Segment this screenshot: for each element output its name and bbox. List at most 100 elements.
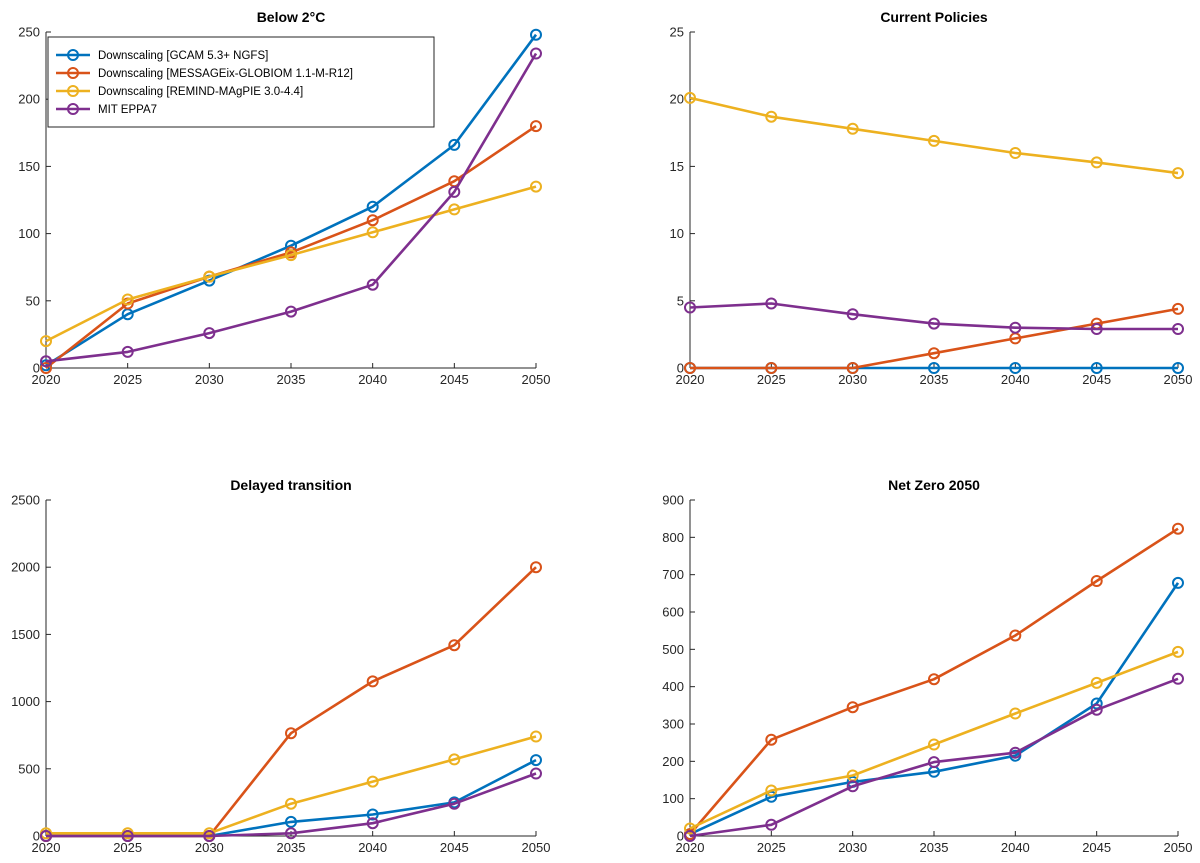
x-tick-label: 2025 [757,840,786,855]
x-tick-label: 2030 [838,372,867,387]
panel-title: Net Zero 2050 [888,477,980,493]
series-line-gcam [45,33,538,367]
data-point-remind [40,335,52,348]
data-point-remind [684,822,696,835]
x-tick-label: 2050 [522,372,551,387]
data-point-gcam [1090,362,1103,374]
x-tick-label: 2040 [1001,372,1030,387]
x-tick-label: 2025 [757,372,786,387]
y-tick-label: 500 [18,761,40,776]
series-line-eppa [689,302,1178,331]
data-point-message [1090,575,1103,587]
y-tick-label: 250 [18,25,40,40]
data-point-eppa [1009,321,1022,334]
data-point-gcam [285,815,297,828]
data-point-eppa [203,830,216,842]
series-line-eppa [46,772,537,838]
data-point-eppa [285,827,297,840]
data-point-remind [1090,156,1103,169]
data-point-message [40,362,52,374]
data-point-gcam [366,200,379,213]
series-line-remind [45,185,537,343]
data-point-message [366,675,379,688]
data-point-remind [765,110,778,123]
data-point-remind [448,203,461,216]
y-tick-label: 400 [662,679,684,694]
data-point-eppa [285,305,297,318]
y-tick-label: 0 [677,361,684,376]
data-point-eppa [928,756,940,769]
series-line-message [689,527,1179,835]
legend-swatch-marker [67,49,79,61]
series-line-remind [689,96,1179,175]
legend: Downscaling [GCAM 5.3+ NGFS] Downscaling … [47,36,435,128]
y-tick-label: 25 [670,25,684,40]
y-tick-label: 2500 [11,493,40,508]
y-tick-label: 0 [33,361,40,376]
data-point-eppa [203,327,216,340]
data-point-eppa [448,185,461,198]
legend-label: Downscaling [REMIND-MAgPIE 3.0-4.4] [98,86,303,98]
data-point-remind [1172,167,1184,180]
data-point-remind [1009,707,1022,720]
x-tick-label: 2040 [1001,840,1030,855]
x-tick-label: 2020 [676,840,705,855]
data-point-remind [684,91,696,104]
y-tick-label: 900 [662,493,684,508]
y-tick-label: 10 [670,226,684,241]
data-point-eppa [765,818,778,831]
y-tick-label: 500 [662,642,684,657]
data-point-gcam [530,28,542,41]
y-tick-label: 1500 [11,627,40,642]
x-tick-label: 2045 [440,840,469,855]
data-point-remind [1009,147,1022,159]
data-point-gcam [928,362,940,374]
x-tick-label: 2025 [113,840,142,855]
x-tick-label: 2050 [1164,372,1193,387]
panel-delayed-transition: Delayed transition 0 500 1000 1500 2000 2500 20… [11,477,550,855]
data-point-eppa [846,308,859,321]
data-point-eppa [765,297,778,310]
data-point-message [366,214,379,227]
data-point-message [846,701,859,714]
data-point-eppa [684,301,696,314]
data-point-message [928,673,940,686]
panel-title: Delayed transition [230,477,351,493]
data-point-eppa [366,817,379,830]
series-line-remind [46,735,537,835]
y-tick-label: 5 [677,293,684,308]
data-point-gcam [1009,362,1022,374]
data-point-remind [285,797,297,810]
y-tick-label: 600 [662,605,684,620]
data-point-message [530,120,542,133]
data-point-eppa [530,767,542,780]
series-line-eppa [689,677,1179,838]
data-point-remind [928,738,940,751]
data-point-message [765,733,778,746]
y-tick-label: 1000 [11,694,40,709]
data-point-gcam [1172,362,1184,374]
data-point-message [928,347,940,360]
data-point-remind [285,249,297,262]
legend-swatch-marker [67,85,79,97]
y-tick-label: 50 [26,293,40,308]
legend-swatch-marker [67,67,79,79]
data-point-eppa [40,830,52,842]
data-point-message [285,727,297,740]
data-point-message [684,362,696,374]
series-line-remind [689,650,1179,830]
data-point-remind [846,122,859,135]
data-point-eppa [1009,746,1022,759]
data-point-gcam [530,754,542,767]
data-point-message [1009,629,1022,642]
y-tick-label: 150 [18,159,40,174]
data-point-eppa [1090,703,1103,716]
y-tick-label: 800 [662,530,684,545]
data-point-eppa [1172,323,1184,335]
panel-below-2c: Below 2°C 0 50 100 150 200 250 2020 2025 2030 2035… [18,9,550,387]
data-point-eppa [846,780,859,793]
x-tick-label: 2030 [838,840,867,855]
y-tick-label: 100 [662,791,684,806]
data-point-eppa [448,797,461,810]
panel-title: Current Policies [880,9,988,25]
